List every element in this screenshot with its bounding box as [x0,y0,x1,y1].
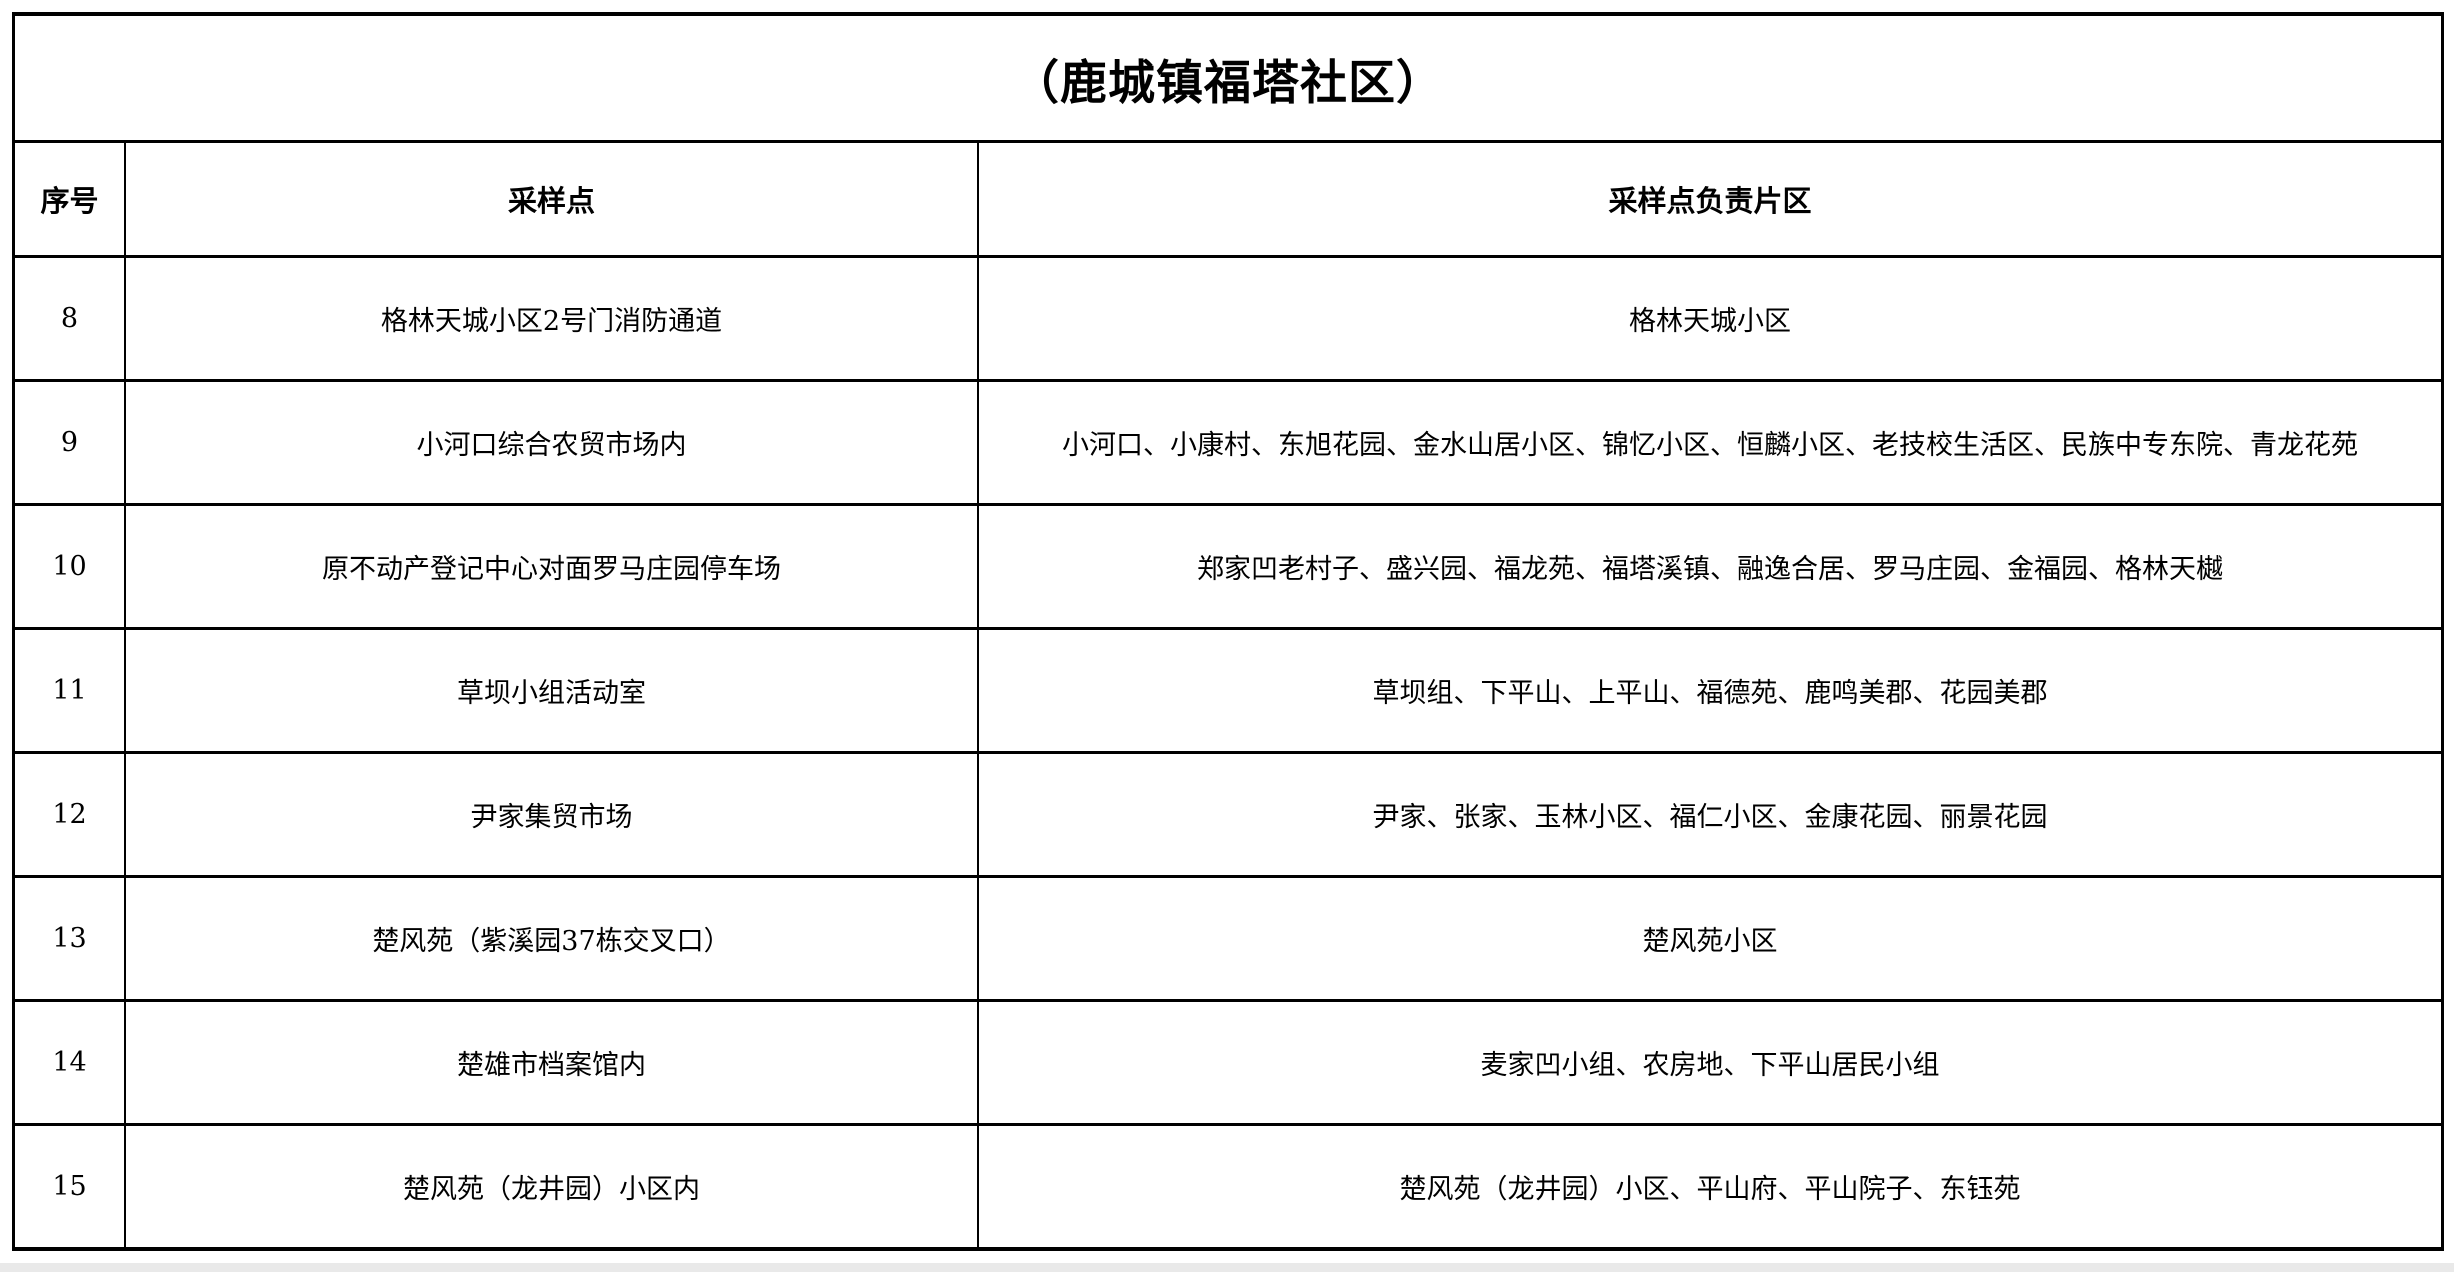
cell-serial: 15 [15,1123,126,1247]
table-row: 14 楚雄市档案馆内 麦家凹小组、农房地、下平山居民小组 [15,999,2441,1126]
cell-sampling-point: 格林天城小区2号门消防通道 [124,255,979,382]
table-row: 8 格林天城小区2号门消防通道 格林天城小区 [15,255,2441,382]
cell-serial: 13 [15,875,126,1002]
table-row: 9 小河口综合农贸市场内 小河口、小康村、东旭花园、金水山居小区、锦忆小区、恒麟… [15,379,2441,506]
cell-serial: 11 [15,627,126,754]
cell-sampling-point: 原不动产登记中心对面罗马庄园停车场 [124,503,979,630]
cell-responsible-area: 楚风苑（龙井园）小区、平山府、平山院子、东钰苑 [977,1123,2441,1247]
cell-serial: 12 [15,751,126,878]
table-frame: （鹿城镇福塔社区） 序号 采样点 采样点负责片区 8 格林天城小区2号门消防通道… [12,12,2444,1251]
table-row: 15 楚风苑（龙井园）小区内 楚风苑（龙井园）小区、平山府、平山院子、东钰苑 [15,1123,2441,1247]
cell-sampling-point: 楚雄市档案馆内 [124,999,979,1126]
table-header: 序号 采样点 采样点负责片区 [15,140,2441,258]
table-body: 8 格林天城小区2号门消防通道 格林天城小区 9 小河口综合农贸市场内 小河口、… [15,255,2441,1247]
sampling-points-table: 序号 采样点 采样点负责片区 8 格林天城小区2号门消防通道 格林天城小区 9 … [15,140,2441,1247]
cell-responsible-area: 格林天城小区 [977,255,2441,382]
cell-sampling-point: 小河口综合农贸市场内 [124,379,979,506]
cell-serial: 14 [15,999,126,1126]
cell-responsible-area: 草坝组、下平山、上平山、福德苑、鹿鸣美郡、花园美郡 [977,627,2441,754]
cell-responsible-area: 尹家、张家、玉林小区、福仁小区、金康花园、丽景花园 [977,751,2441,878]
background-strip [0,1263,2454,1272]
cell-responsible-area: 郑家凹老村子、盛兴园、福龙苑、福塔溪镇、融逸合居、罗马庄园、金福园、格林天樾 [977,503,2441,630]
table-row: 11 草坝小组活动室 草坝组、下平山、上平山、福德苑、鹿鸣美郡、花园美郡 [15,627,2441,754]
table-row: 13 楚风苑（紫溪园37栋交叉口） 楚风苑小区 [15,875,2441,1002]
table-row: 10 原不动产登记中心对面罗马庄园停车场 郑家凹老村子、盛兴园、福龙苑、福塔溪镇… [15,503,2441,630]
cell-serial: 8 [15,255,126,382]
page-title: （鹿城镇福塔社区） [1012,55,1444,111]
column-header-sampling-point: 采样点 [124,140,979,258]
cell-sampling-point: 楚风苑（紫溪园37栋交叉口） [124,875,979,1002]
header-row: 序号 采样点 采样点负责片区 [15,140,2441,258]
cell-responsible-area: 麦家凹小组、农房地、下平山居民小组 [977,999,2441,1126]
cell-serial: 9 [15,379,126,506]
table-row: 12 尹家集贸市场 尹家、张家、玉林小区、福仁小区、金康花园、丽景花园 [15,751,2441,878]
column-header-responsible-area: 采样点负责片区 [977,140,2441,258]
cell-serial: 10 [15,503,126,630]
cell-responsible-area: 小河口、小康村、东旭花园、金水山居小区、锦忆小区、恒麟小区、老技校生活区、民族中… [977,379,2441,506]
cell-responsible-area: 楚风苑小区 [977,875,2441,1002]
cell-sampling-point: 楚风苑（龙井园）小区内 [124,1123,979,1247]
cell-sampling-point: 草坝小组活动室 [124,627,979,754]
cell-sampling-point: 尹家集贸市场 [124,751,979,878]
column-header-serial: 序号 [15,140,126,258]
